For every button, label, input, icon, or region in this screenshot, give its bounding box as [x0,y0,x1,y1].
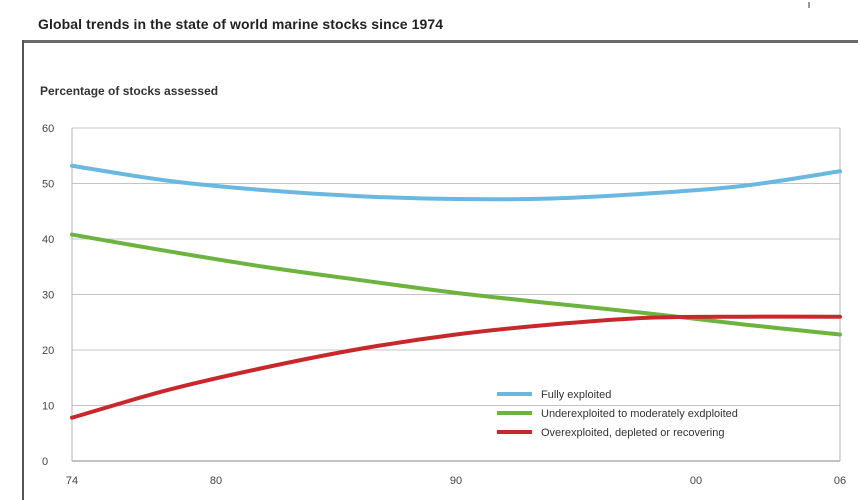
y-tick-labels: 0 10 20 30 40 50 60 [42,123,54,468]
y-tick-30: 30 [42,290,54,302]
x-tick-labels: 74 80 90 00 06 [66,475,846,487]
gridlines [71,127,841,462]
y-tick-0: 0 [42,456,48,468]
y-tick-20: 20 [42,345,54,357]
title-divider [22,40,858,43]
corner-mark [808,2,810,8]
legend-label-1: Fully exploited [541,389,611,401]
y-axis-label: Percentage of stocks assessed [40,84,219,98]
series-line-3 [70,314,842,420]
x-tick-80: 80 [210,475,222,487]
y-tick-10: 10 [42,401,54,413]
y-tick-60: 60 [42,123,54,135]
y-tick-50: 50 [42,179,54,191]
series-lines [70,163,842,420]
x-tick-06: 06 [834,475,846,487]
frame-left-border [22,40,24,500]
y-tick-40: 40 [42,234,54,246]
x-tick-00: 00 [690,475,702,487]
series-line-2 [70,232,842,337]
legend: Fully exploited Underexploited to moderat… [497,389,738,439]
x-tick-74: 74 [66,475,78,487]
legend-label-2: Underexploited to moderately exdploited [541,408,738,420]
series-line-1 [70,163,842,202]
x-tick-90: 90 [450,475,462,487]
chart-title: Global trends in the state of world mari… [38,16,444,32]
legend-label-3: Overexploited, depleted or recovering [541,427,724,439]
